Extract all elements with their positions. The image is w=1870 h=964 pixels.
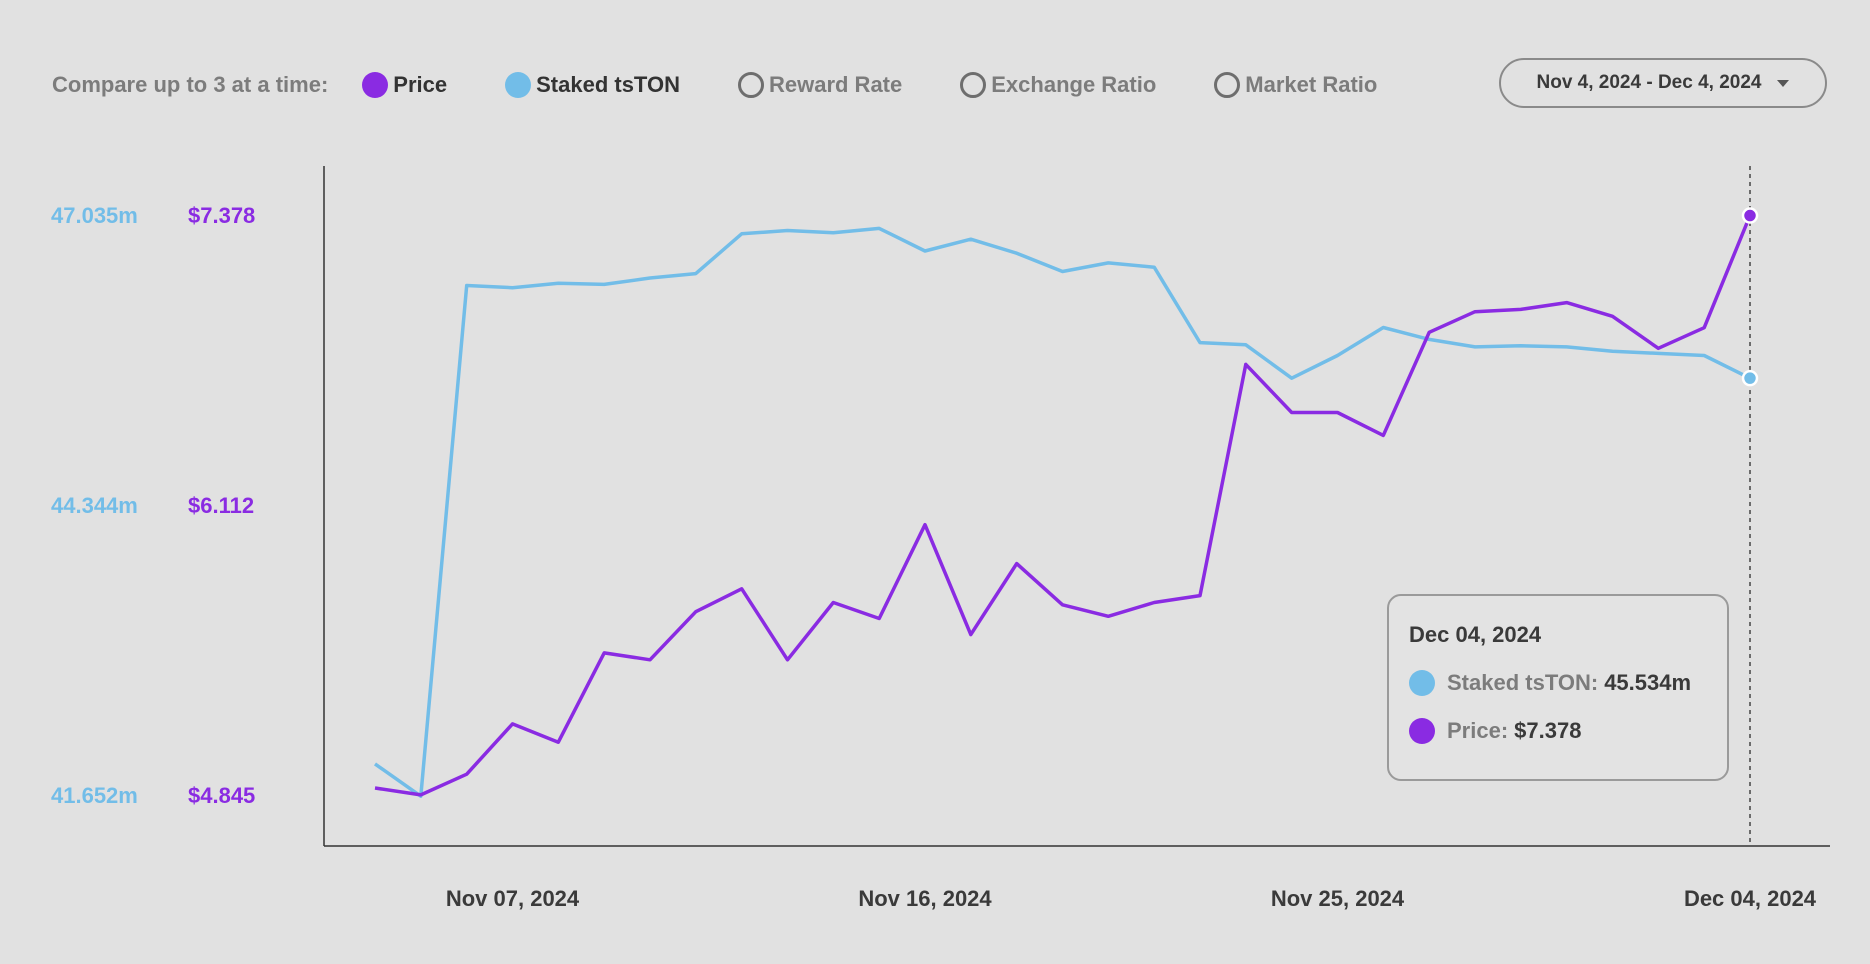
metric-toggle-price[interactable]: Price: [362, 72, 447, 98]
date-range-dropdown[interactable]: Nov 4, 2024 - Dec 4, 2024: [1499, 58, 1827, 108]
hover-point-staked-tston: [1741, 369, 1759, 387]
price-radio-icon[interactable]: [362, 72, 389, 98]
series-line-staked-tston[interactable]: [373, 226, 1751, 798]
metric-toggle-exchange-ratio[interactable]: Exchange Ratio: [960, 72, 1156, 98]
tooltip-date: Dec 04, 2024: [1409, 622, 1542, 647]
tooltip-price-value: $7.378: [1514, 718, 1582, 743]
metric-toggle-market-ratio[interactable]: Market Ratio: [1214, 72, 1377, 98]
x-tick-label: Dec 04, 2024: [1684, 886, 1817, 911]
metric-selector: Compare up to 3 at a time: Price Staked …: [52, 62, 1435, 108]
metric-label-exchange-ratio: Exchange Ratio: [991, 72, 1157, 97]
chevron-down-icon[interactable]: [1777, 79, 1790, 87]
staked-radio-icon[interactable]: [505, 72, 532, 98]
price-color-dot-icon: [1409, 718, 1435, 744]
series-line-price[interactable]: [374, 214, 1752, 797]
metric-label-staked-tston: Staked tsTON: [536, 72, 680, 97]
staked-color-dot-icon: [1409, 670, 1435, 696]
tooltip-row-price: Price: $7.378: [1409, 718, 1581, 744]
price-axis-tick-mid: $6.112: [188, 493, 255, 518]
x-tick-layer: Nov 07, 2024 Nov 16, 2024 Nov 25, 2024 Dec …: [446, 886, 1817, 911]
exchange-ratio-radio-icon[interactable]: [960, 72, 987, 98]
tooltip-row-staked: Staked tsTON: 45.534m: [1409, 670, 1691, 696]
price-axis-tick-bottom: $4.845: [188, 783, 256, 808]
metric-label-reward-rate: Reward Rate: [768, 72, 903, 97]
metric-label-market-ratio: Market Ratio: [1245, 72, 1378, 97]
staked-axis-tick-mid: 44.344m: [51, 493, 138, 518]
tooltip-staked-value: 45.534m: [1604, 670, 1692, 695]
series-layer: [373, 207, 1759, 798]
metric-label-price: Price: [393, 72, 448, 97]
market-ratio-radio-icon[interactable]: [1214, 72, 1241, 98]
hover-point-price: [1741, 207, 1759, 224]
date-range-text: Nov 4, 2024 - Dec 4, 2024: [1536, 72, 1762, 93]
staked-axis-tick-top: 47.035m: [51, 203, 138, 228]
tooltip-price-label: Price:: [1447, 718, 1509, 743]
tooltip-staked-label: Staked tsTON:: [1447, 670, 1599, 695]
metric-toggle-reward-rate[interactable]: Reward Rate: [737, 72, 903, 98]
x-tick-label: Nov 25, 2024: [1271, 886, 1405, 911]
hover-tooltip: Dec 04, 2024 Staked tsTON: 45.534m Price…: [1387, 594, 1729, 781]
compare-label: Compare up to 3 at a time:: [52, 72, 329, 97]
staked-axis-tick-bottom: 41.652m: [51, 783, 138, 808]
x-tick-label: Nov 07, 2024: [446, 886, 580, 911]
price-axis-tick-top: $7.378: [188, 203, 256, 228]
x-tick-label: Nov 16, 2024: [858, 886, 992, 911]
metric-toggle-staked-tston[interactable]: Staked tsTON: [505, 72, 680, 98]
reward-rate-radio-icon[interactable]: [737, 72, 764, 98]
